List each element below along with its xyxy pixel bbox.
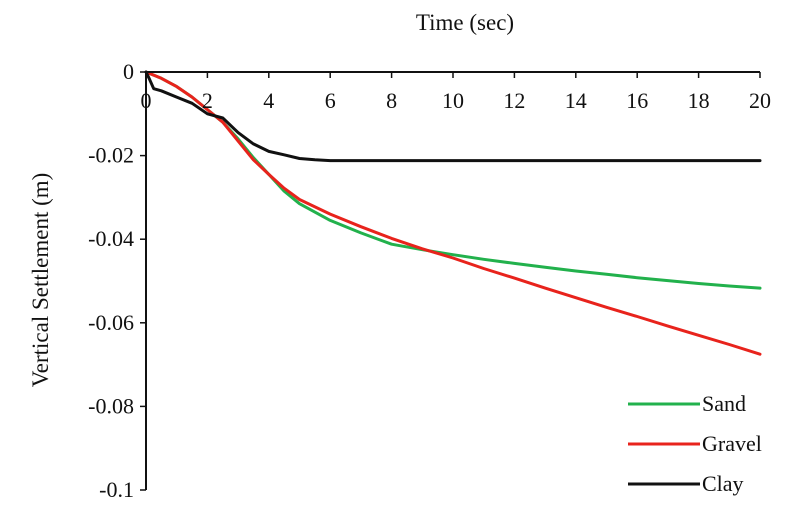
y-tick-label: -0.1 xyxy=(99,477,134,502)
y-tick-label: -0.02 xyxy=(88,143,134,168)
x-tick-label: 6 xyxy=(325,88,336,113)
y-tick-label: -0.04 xyxy=(88,226,134,251)
x-tick-label: 14 xyxy=(565,88,587,113)
series-line-clay xyxy=(144,70,762,163)
x-tick-label: 4 xyxy=(263,88,274,113)
x-tick-label: 8 xyxy=(386,88,397,113)
x-axis-title: Time (sec) xyxy=(416,10,514,35)
y-axis-title: Vertical Settlement (m) xyxy=(28,173,53,388)
plot-area xyxy=(144,70,762,356)
x-tick-label: 20 xyxy=(749,88,771,113)
y-tick-label: 0 xyxy=(123,59,134,84)
x-tick-label: 18 xyxy=(688,88,710,113)
legend-label-gravel: Gravel xyxy=(702,431,762,456)
x-tick-label: 2 xyxy=(202,88,213,113)
series-line-gravel xyxy=(144,70,762,356)
x-tick-label: 16 xyxy=(626,88,648,113)
tick-labels: 0 2 4 6 8 10 12 14 16 18 20 0 -0.02 -0.04 -0.06 -0.08 -0… xyxy=(88,59,771,502)
y-tick-label: -0.06 xyxy=(88,310,134,335)
y-tick-label: -0.08 xyxy=(88,393,134,418)
legend-label-sand: Sand xyxy=(702,391,746,416)
x-tick-label: 10 xyxy=(442,88,464,113)
legend-label-clay: Clay xyxy=(702,471,744,496)
axes xyxy=(140,71,761,491)
x-tick-label: 0 xyxy=(141,88,152,113)
x-tick-label: 12 xyxy=(503,88,525,113)
legend: Sand Gravel Clay xyxy=(628,391,762,496)
